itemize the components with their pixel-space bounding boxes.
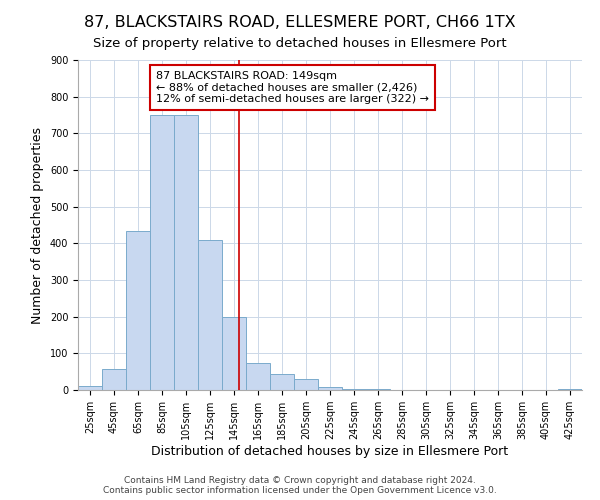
Bar (198, 240, 222, 390)
Bar (246, 362, 270, 390)
Bar (174, 115, 198, 390)
Bar (294, 379, 318, 390)
Bar (222, 316, 246, 390)
Bar (150, 115, 174, 390)
Text: Contains HM Land Registry data © Crown copyright and database right 2024.
Contai: Contains HM Land Registry data © Crown c… (103, 476, 497, 495)
Bar (102, 368, 126, 390)
Bar (318, 387, 342, 390)
X-axis label: Distribution of detached houses by size in Ellesmere Port: Distribution of detached houses by size … (151, 445, 509, 458)
Bar (270, 374, 294, 390)
Text: Size of property relative to detached houses in Ellesmere Port: Size of property relative to detached ho… (93, 38, 507, 51)
Y-axis label: Number of detached properties: Number of detached properties (31, 126, 44, 324)
Text: 87, BLACKSTAIRS ROAD, ELLESMERE PORT, CH66 1TX: 87, BLACKSTAIRS ROAD, ELLESMERE PORT, CH… (84, 15, 516, 30)
Text: 87 BLACKSTAIRS ROAD: 149sqm
← 88% of detached houses are smaller (2,426)
12% of : 87 BLACKSTAIRS ROAD: 149sqm ← 88% of det… (156, 71, 429, 104)
Bar (78, 386, 102, 390)
Bar (126, 230, 150, 390)
